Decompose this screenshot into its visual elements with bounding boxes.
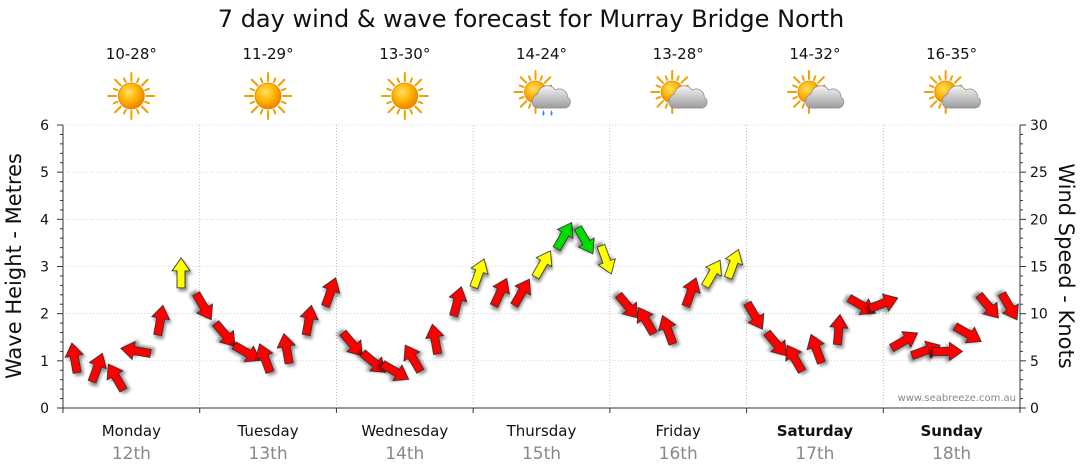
right-tick-label: 20 — [1030, 212, 1048, 228]
wind-arrow — [106, 363, 128, 393]
wind-arrow — [64, 342, 84, 374]
wind-arrow — [701, 259, 722, 289]
wind-arrow — [87, 352, 107, 384]
day-name: Friday — [655, 422, 701, 440]
wind-arrow — [743, 300, 765, 330]
right-tick-label: 5 — [1030, 354, 1039, 370]
wind-arrow — [171, 257, 191, 289]
wind-arrow — [212, 320, 236, 347]
right-tick-label: 15 — [1030, 260, 1048, 276]
sun-shape — [107, 72, 156, 120]
wind-arrow — [657, 314, 678, 346]
wind-arrow — [785, 344, 807, 374]
cloud-shape — [942, 85, 981, 109]
right-tick-label: 30 — [1030, 118, 1048, 134]
wind-arrow — [192, 291, 213, 321]
wind-arrow — [510, 278, 532, 308]
wind-arrow — [150, 304, 171, 337]
wind-arrow — [829, 313, 849, 346]
chart-title: 7 day wind & wave forecast for Murray Br… — [218, 5, 844, 33]
day-date: 14th — [385, 444, 424, 464]
wind-arrow — [614, 291, 639, 319]
right-axis-label: Wind Speed - Knots — [1054, 163, 1078, 368]
sunny-icon — [244, 72, 293, 120]
credit-text: www.seabreeze.com.au — [898, 393, 1016, 404]
day-temperature: 13-28° — [653, 45, 704, 63]
wind-arrow — [339, 329, 363, 357]
cloud-shape — [805, 85, 845, 109]
wind-arrow — [763, 329, 787, 357]
day-date: 15th — [522, 444, 561, 464]
right-tick-label: 25 — [1030, 165, 1048, 181]
partly-cloudy-icon — [650, 70, 708, 114]
day-date: 18th — [932, 444, 971, 464]
wind-arrow — [636, 306, 658, 337]
day-date: 13th — [249, 444, 288, 464]
day-temperature: 16-35° — [926, 45, 977, 63]
left-tick-label: 0 — [40, 401, 49, 417]
wind-arrow — [531, 250, 553, 280]
wind-arrow — [448, 286, 468, 318]
cloud-shape — [531, 85, 571, 109]
wind-arrow — [681, 277, 701, 308]
wind-arrow — [425, 323, 445, 355]
wind-arrow — [359, 349, 387, 373]
wind-arrow — [932, 341, 964, 362]
day-date: 12th — [112, 444, 151, 464]
day-temperature: 11-29° — [243, 45, 294, 63]
day-temperature: 13-30° — [379, 45, 430, 63]
day-temperature: 14-32° — [789, 45, 840, 63]
wind-arrow — [997, 291, 1019, 321]
day-name: Saturday — [777, 422, 854, 440]
wind-arrow — [723, 248, 744, 280]
sunny-icon — [380, 72, 429, 120]
wind-arrow — [596, 243, 616, 275]
sunny-icon — [107, 72, 156, 120]
wind-arrow — [321, 277, 341, 308]
wind-arrow — [952, 322, 982, 344]
day-name: Thursday — [506, 422, 577, 440]
wind-arrow — [276, 332, 296, 365]
wind-arrow — [552, 222, 574, 252]
wind-arrow — [299, 304, 319, 337]
wind-arrow — [889, 331, 919, 353]
wind-arrow — [255, 343, 275, 374]
wind-arrow — [380, 360, 410, 382]
left-axis-label: Wave Height - Metres — [2, 153, 26, 379]
wind-arrow — [403, 344, 425, 374]
left-tick-label: 5 — [40, 165, 49, 181]
wind-arrow — [573, 225, 595, 255]
wind-arrow — [867, 293, 899, 313]
sun-shape — [380, 72, 429, 120]
wind-arrow — [231, 341, 261, 363]
day-temperature: 10-28° — [106, 45, 157, 63]
day-temperature: 14-24° — [516, 45, 567, 63]
wind-arrow — [489, 277, 510, 308]
left-tick-label: 6 — [40, 118, 49, 134]
left-tick-label: 3 — [40, 260, 49, 276]
right-tick-label: 10 — [1030, 307, 1048, 323]
right-tick-label: 0 — [1030, 401, 1039, 417]
wind-arrow — [975, 291, 999, 319]
partly-cloudy-icon — [923, 70, 981, 114]
cloud-shape — [668, 85, 708, 109]
sun-shape — [244, 72, 293, 120]
wind-arrow — [846, 294, 876, 315]
left-tick-label: 4 — [40, 212, 49, 228]
day-name: Sunday — [920, 422, 983, 440]
partly-cloudy-icon — [786, 70, 845, 114]
left-tick-label: 2 — [40, 307, 49, 323]
wind-arrow — [120, 340, 152, 361]
day-name: Wednesday — [361, 422, 448, 440]
sun-cloud-rain-icon — [513, 70, 571, 116]
wind-arrow — [806, 333, 826, 365]
day-name: Tuesday — [237, 422, 299, 440]
left-tick-label: 1 — [40, 354, 49, 370]
day-name: Monday — [102, 422, 161, 440]
day-date: 16th — [659, 444, 698, 464]
day-date: 17th — [795, 444, 834, 464]
wind-arrow — [469, 258, 489, 290]
